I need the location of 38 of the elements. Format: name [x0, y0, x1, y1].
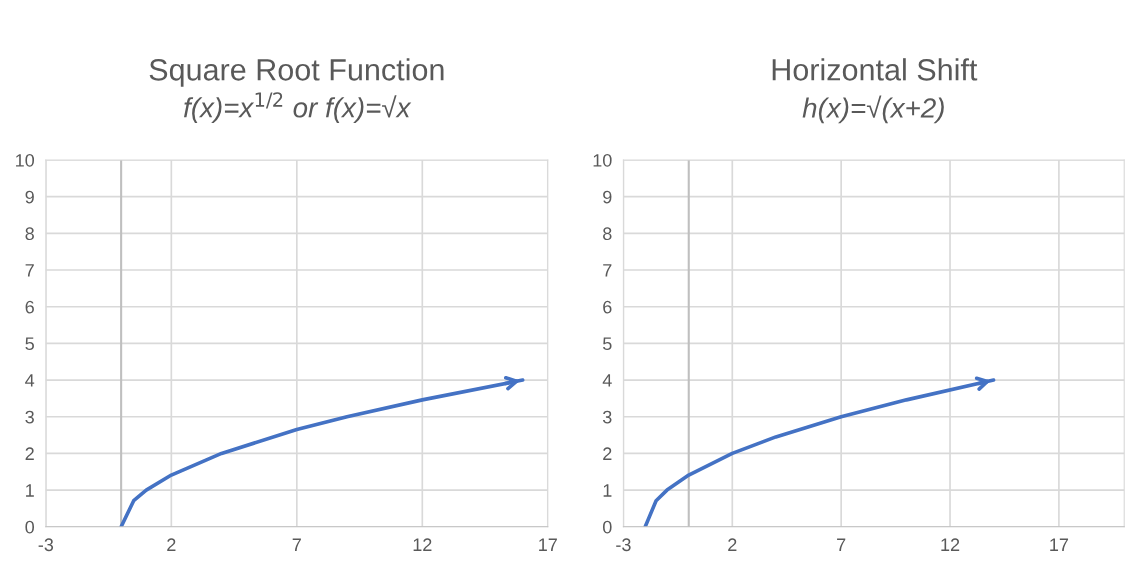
x-tick-label: 12 — [941, 538, 960, 551]
chart-subtitle: f(x)=x$^{1/2}$ or f(x)=√x — [184, 92, 412, 124]
y-tick-label: 5 — [25, 337, 34, 351]
x-tick-label: 12 — [413, 538, 432, 551]
y-tick-label: 7 — [25, 264, 34, 277]
y-tick-label: 9 — [603, 190, 612, 204]
y-tick-label: 0 — [25, 520, 35, 534]
y-tick-label: 2 — [603, 447, 612, 460]
chart-title: Horizontal Shift — [772, 58, 978, 81]
y-tick-label: 1 — [26, 484, 34, 497]
y-tick-label: 2 — [25, 447, 34, 460]
line-series — [643, 378, 996, 527]
x-tick-label: -3 — [616, 538, 631, 552]
y-tick-label: 8 — [603, 227, 612, 241]
y-tick-label: 5 — [602, 337, 612, 351]
y-tick-label: 4 — [602, 374, 612, 387]
y-tick-label: 7 — [603, 264, 612, 277]
x-tick-label: -3 — [38, 538, 54, 552]
x-tick-label: 2 — [167, 538, 176, 551]
line-series — [119, 378, 525, 527]
chart-subtitle: h(x)=√(x+2) — [802, 95, 944, 124]
y-tick-label: 10 — [16, 153, 35, 167]
y-tick-label: 8 — [25, 227, 34, 241]
x-tick-label: 2 — [728, 538, 737, 551]
y-tick-label: 1 — [603, 484, 612, 497]
x-tick-label: 7 — [292, 538, 301, 551]
y-tick-label: 10 — [593, 153, 612, 167]
y-tick-label: 4 — [25, 374, 35, 387]
y-tick-label: 6 — [25, 300, 34, 314]
y-tick-label: 3 — [602, 410, 612, 424]
chart-title: Square Root Function — [149, 58, 444, 87]
x-tick-label: 17 — [539, 538, 557, 551]
x-tick-label: 7 — [837, 538, 846, 551]
y-tick-label: 3 — [25, 410, 34, 424]
y-tick-label: 0 — [602, 520, 612, 534]
y-tick-label: 6 — [603, 300, 612, 314]
x-tick-label: 17 — [1050, 538, 1069, 551]
y-tick-label: 9 — [25, 190, 34, 204]
